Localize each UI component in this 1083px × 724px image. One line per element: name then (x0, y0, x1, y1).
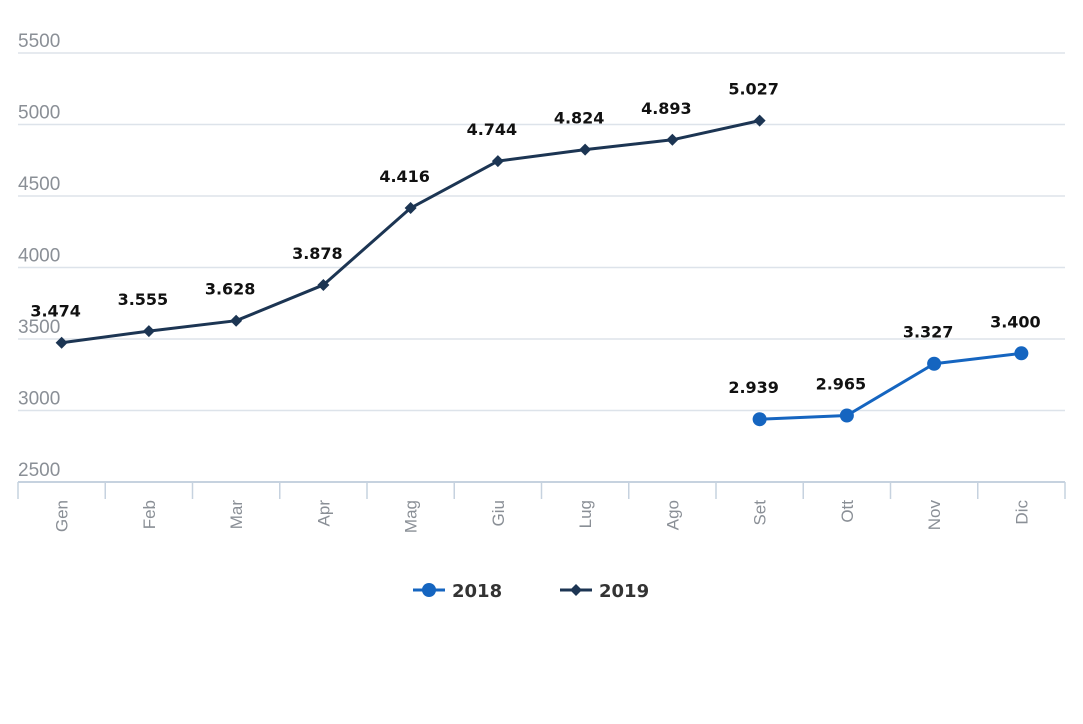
point-2019-Lug (579, 143, 592, 156)
point-2019-Ago (666, 133, 679, 146)
x-tick-label: Feb (140, 500, 159, 529)
data-label-2019-Lug: 4.824 (554, 109, 605, 128)
y-tick-label: 5500 (18, 31, 60, 52)
point-2018-Set (752, 412, 767, 427)
series-group (55, 114, 1029, 427)
series-line-2019 (61, 119, 760, 345)
point-2018-Nov (927, 356, 942, 371)
data-label-2019-Apr: 3.878 (292, 244, 343, 263)
x-tick-label: Dic (1012, 500, 1031, 525)
x-tick-label: Apr (314, 500, 333, 527)
x-tick-label: Giu (489, 500, 508, 526)
x-tick-label: Set (751, 500, 770, 526)
series-line-2018 (759, 351, 1022, 421)
point-2019-Gen (55, 336, 68, 349)
x-tick-label: Lug (576, 500, 595, 528)
y-tick-label: 5000 (18, 103, 60, 124)
x-tick-label: Mag (402, 500, 421, 533)
point-2019-Set (753, 114, 766, 127)
y-tick-label: 3000 (18, 389, 60, 410)
data-label-2018-Set: 2.939 (728, 378, 779, 397)
point-2019-Mar (230, 314, 243, 327)
data-label-2019-Feb: 3.555 (118, 290, 169, 309)
data-label-2018-Ott: 2.965 (816, 375, 867, 394)
x-tick-label: Ott (838, 500, 857, 523)
data-label-2018-Nov: 3.327 (903, 323, 954, 342)
legend-label-2019: 2019 (599, 581, 649, 602)
point-2018-Dic (1014, 346, 1029, 361)
point-2019-Mag (404, 202, 417, 215)
y-tick-label: 4500 (18, 174, 60, 195)
point-2019-Apr (317, 278, 330, 291)
data-labels: 2.939 2.965 3.327 3.400 3.474 3.555 3.628 3.878… (30, 80, 1040, 398)
point-2018-Ott (839, 408, 854, 423)
data-label-2019-Set: 5.027 (728, 80, 779, 99)
y-axis: 2500 3000 3500 4000 4500 5000 5500 (18, 31, 60, 481)
x-tick-label: Mar (227, 500, 246, 530)
legend-label-2018: 2018 (452, 581, 502, 602)
x-tick-label: Gen (53, 500, 72, 532)
data-label-2019-Mag: 4.416 (379, 167, 430, 186)
x-tick-label: Nov (925, 500, 944, 531)
data-label-2019-Mar: 3.628 (205, 280, 256, 299)
legend: 2018 2019 (413, 581, 649, 602)
y-tick-label: 3500 (18, 317, 60, 338)
point-2019-Giu (491, 155, 504, 168)
data-label-2019-Ago: 4.893 (641, 99, 692, 118)
data-label-2019-Gen: 3.474 (30, 302, 81, 321)
grid-lines (18, 52, 1065, 412)
x-axis: Gen Feb Mar Apr Mag Giu Lug Ago Set Ott Nov Dic (17, 481, 1066, 533)
y-tick-label: 4000 (18, 246, 60, 267)
point-2019-Feb (142, 325, 155, 338)
legend-marker-2018 (422, 583, 436, 597)
data-label-2018-Dic: 3.400 (990, 312, 1041, 331)
x-tick-label: Ago (663, 500, 682, 530)
y-tick-label: 2500 (18, 460, 60, 481)
data-label-2019-Giu: 4.744 (467, 120, 518, 139)
legend-marker-2019 (570, 584, 582, 596)
